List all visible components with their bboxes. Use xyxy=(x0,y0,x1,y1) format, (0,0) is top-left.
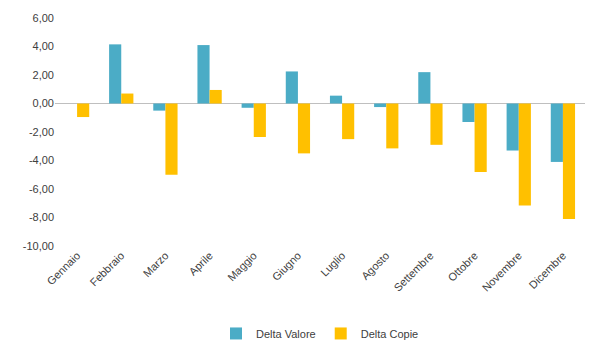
svg-text:Maggio: Maggio xyxy=(225,249,259,283)
svg-text:Febbraio: Febbraio xyxy=(87,249,126,288)
svg-text:Agosto: Agosto xyxy=(359,249,392,282)
svg-text:Delta Copie: Delta Copie xyxy=(361,328,418,340)
svg-text:Settembre: Settembre xyxy=(391,249,435,293)
svg-text:Aprile: Aprile xyxy=(187,249,215,277)
svg-text:-8,00: -8,00 xyxy=(29,211,54,223)
svg-text:0,00: 0,00 xyxy=(33,97,54,109)
svg-text:Novembre: Novembre xyxy=(480,249,524,293)
svg-text:Gennaio: Gennaio xyxy=(44,249,82,287)
svg-text:Dicembre: Dicembre xyxy=(526,249,568,291)
svg-text:Delta Valore: Delta Valore xyxy=(256,328,316,340)
svg-text:Marzo: Marzo xyxy=(141,249,171,279)
svg-text:2,00: 2,00 xyxy=(33,69,54,81)
svg-text:-4,00: -4,00 xyxy=(29,154,54,166)
svg-text:6,00: 6,00 xyxy=(33,12,54,24)
svg-text:-2,00: -2,00 xyxy=(29,126,54,138)
svg-text:Ottobre: Ottobre xyxy=(445,249,479,283)
svg-text:-10,00: -10,00 xyxy=(23,240,54,252)
svg-text:Giugno: Giugno xyxy=(270,249,304,283)
svg-text:4,00: 4,00 xyxy=(33,40,54,52)
svg-text:-6,00: -6,00 xyxy=(29,183,54,195)
svg-text:Luglio: Luglio xyxy=(318,249,347,278)
